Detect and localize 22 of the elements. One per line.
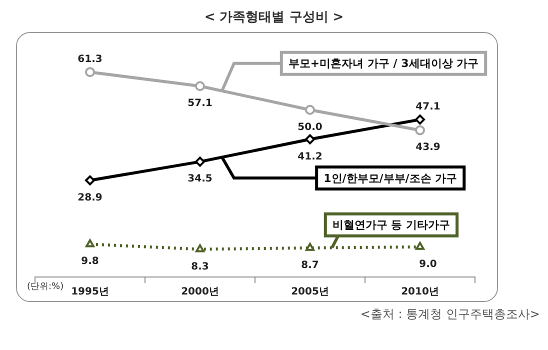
data-label: 47.1 bbox=[416, 102, 440, 113]
x-tick-label: 1995년 bbox=[71, 286, 109, 298]
text: 1인/한부모/부부/조손 가구 bbox=[324, 172, 458, 185]
chart-title: < 가족형태별 구성비 > bbox=[203, 9, 345, 26]
x-tick-label: 2005년 bbox=[291, 286, 329, 298]
data-label: 57.1 bbox=[188, 98, 212, 110]
data-label: 34.5 bbox=[188, 174, 212, 185]
data-label: 28.9 bbox=[78, 192, 102, 204]
data-label: 50.0 bbox=[298, 122, 322, 133]
series-label: 비혈연가구 등 기타가구 bbox=[332, 218, 450, 232]
data-label: 9.0 bbox=[419, 258, 437, 270]
data-label: 41.2 bbox=[298, 151, 322, 162]
x-tick-label: 2010년 bbox=[401, 286, 439, 298]
data-label: 8.3 bbox=[191, 261, 209, 272]
data-label: 9.8 bbox=[81, 256, 99, 268]
x-tick-label: 2000년 bbox=[181, 286, 219, 298]
text: (단위:%) bbox=[27, 281, 64, 293]
text: 부모+미혼자녀 가구 / 3세대이상 가구 bbox=[288, 57, 479, 70]
data-label: 8.7 bbox=[301, 260, 319, 271]
text: <출처 : 통계청 인구주택총조사> bbox=[359, 306, 540, 323]
data-label: 61.3 bbox=[78, 54, 102, 66]
data-label: 43.9 bbox=[416, 142, 440, 154]
